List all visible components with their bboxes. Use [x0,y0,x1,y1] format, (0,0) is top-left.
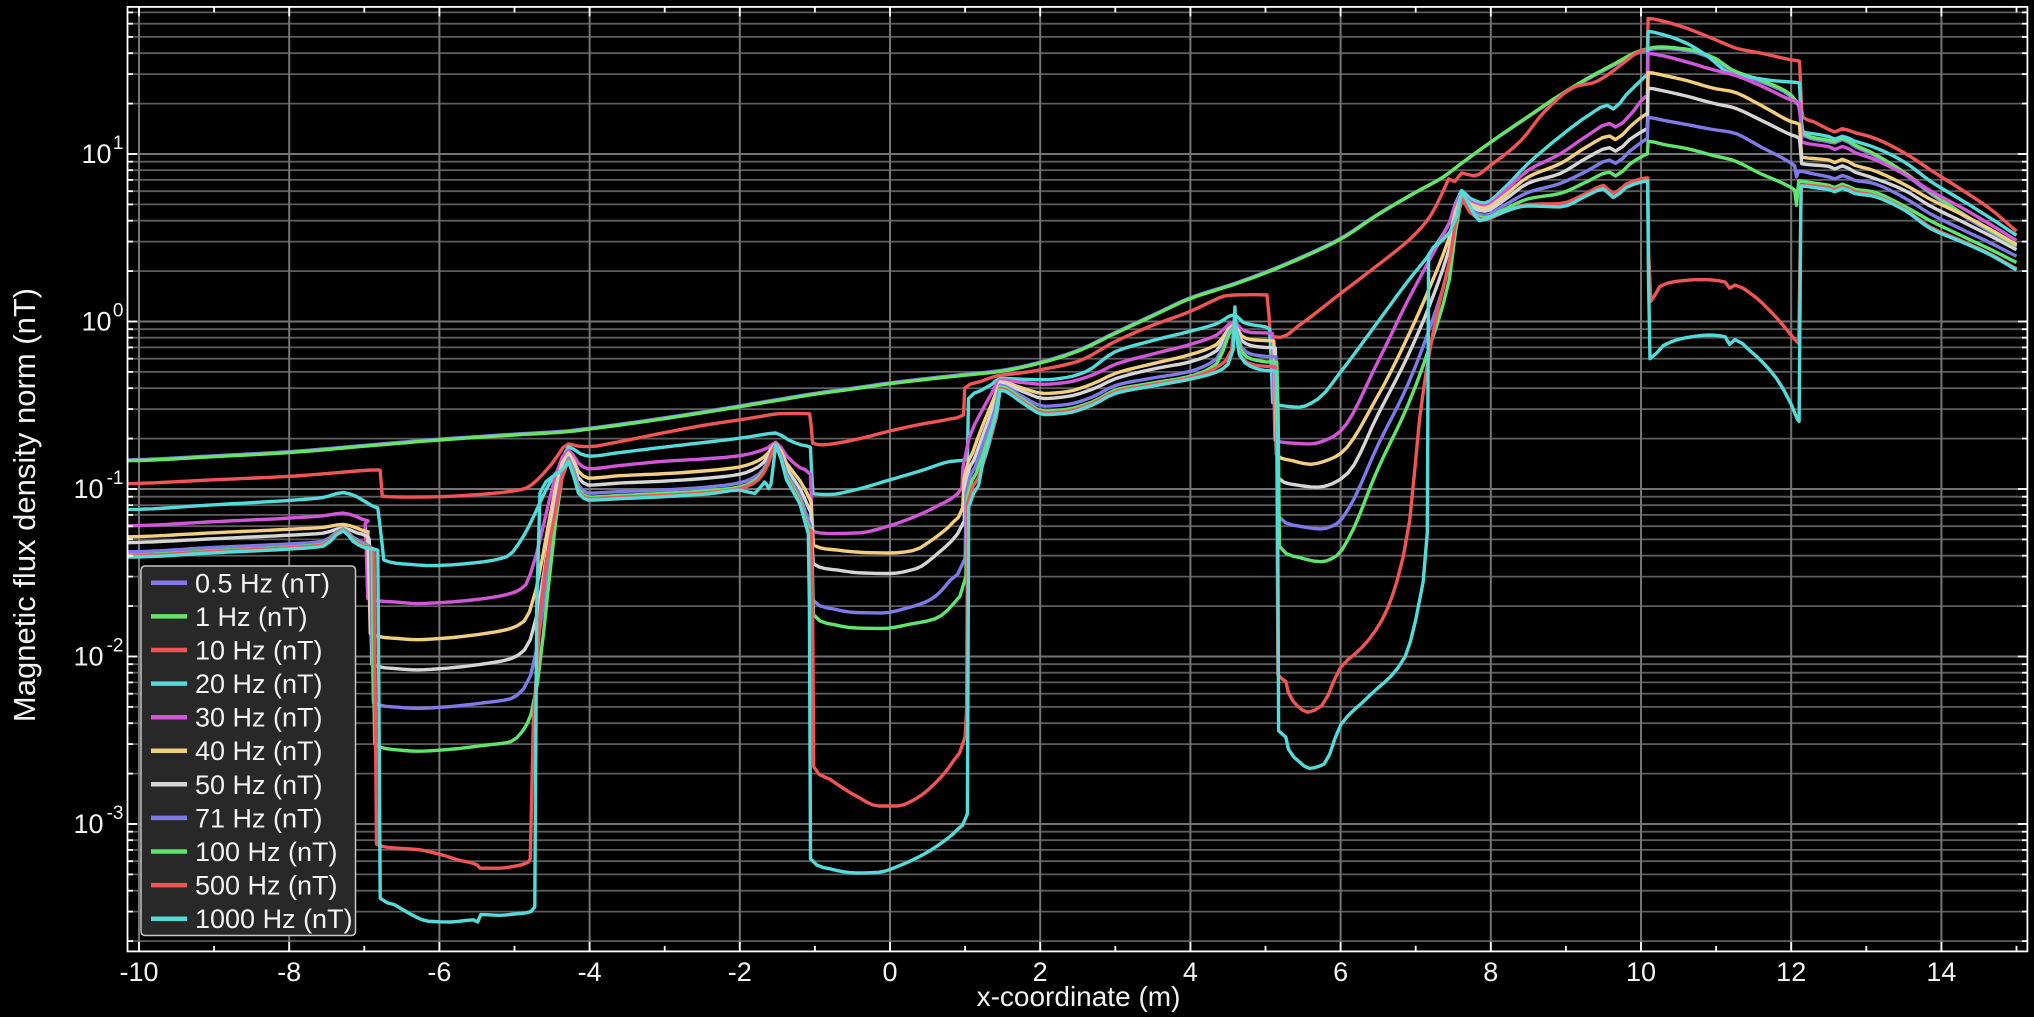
svg-text:500 Hz (nT): 500 Hz (nT) [195,871,338,901]
svg-text:10: 10 [81,139,111,169]
svg-text:10 Hz (nT): 10 Hz (nT) [195,636,323,666]
svg-text:2: 2 [1033,957,1048,987]
svg-text:14: 14 [1926,957,1956,987]
svg-text:-10: -10 [119,957,158,987]
svg-text:30 Hz (nT): 30 Hz (nT) [195,703,323,733]
svg-text:50 Hz (nT): 50 Hz (nT) [195,770,323,800]
svg-text:-8: -8 [277,957,301,987]
svg-text:0: 0 [882,957,897,987]
svg-text:20 Hz (nT): 20 Hz (nT) [195,669,323,699]
svg-text:-4: -4 [578,957,602,987]
svg-text:40 Hz (nT): 40 Hz (nT) [195,736,323,766]
svg-text:1: 1 [113,133,124,154]
svg-text:-2: -2 [107,636,124,657]
svg-text:6: 6 [1333,957,1348,987]
svg-text:71 Hz (nT): 71 Hz (nT) [195,803,323,833]
svg-text:12: 12 [1776,957,1806,987]
svg-text:x-coordinate (m): x-coordinate (m) [977,981,1181,1012]
svg-text:100 Hz (nT): 100 Hz (nT) [195,837,338,867]
svg-text:0: 0 [113,301,124,322]
svg-text:1 Hz (nT): 1 Hz (nT) [195,602,308,632]
svg-text:10: 10 [81,307,111,337]
svg-text:10: 10 [73,474,103,504]
svg-text:4: 4 [1183,957,1198,987]
svg-text:Magnetic flux density norm (nT: Magnetic flux density norm (nT) [7,288,42,722]
svg-text:10: 10 [73,642,103,672]
svg-text:1000 Hz (nT): 1000 Hz (nT) [195,904,353,934]
svg-text:8: 8 [1483,957,1498,987]
svg-text:0.5 Hz (nT): 0.5 Hz (nT) [195,568,330,598]
svg-text:-6: -6 [427,957,451,987]
svg-text:-2: -2 [728,957,752,987]
svg-text:-3: -3 [107,803,124,824]
svg-text:10: 10 [1626,957,1656,987]
svg-text:10: 10 [73,809,103,839]
svg-text:-1: -1 [107,468,124,489]
